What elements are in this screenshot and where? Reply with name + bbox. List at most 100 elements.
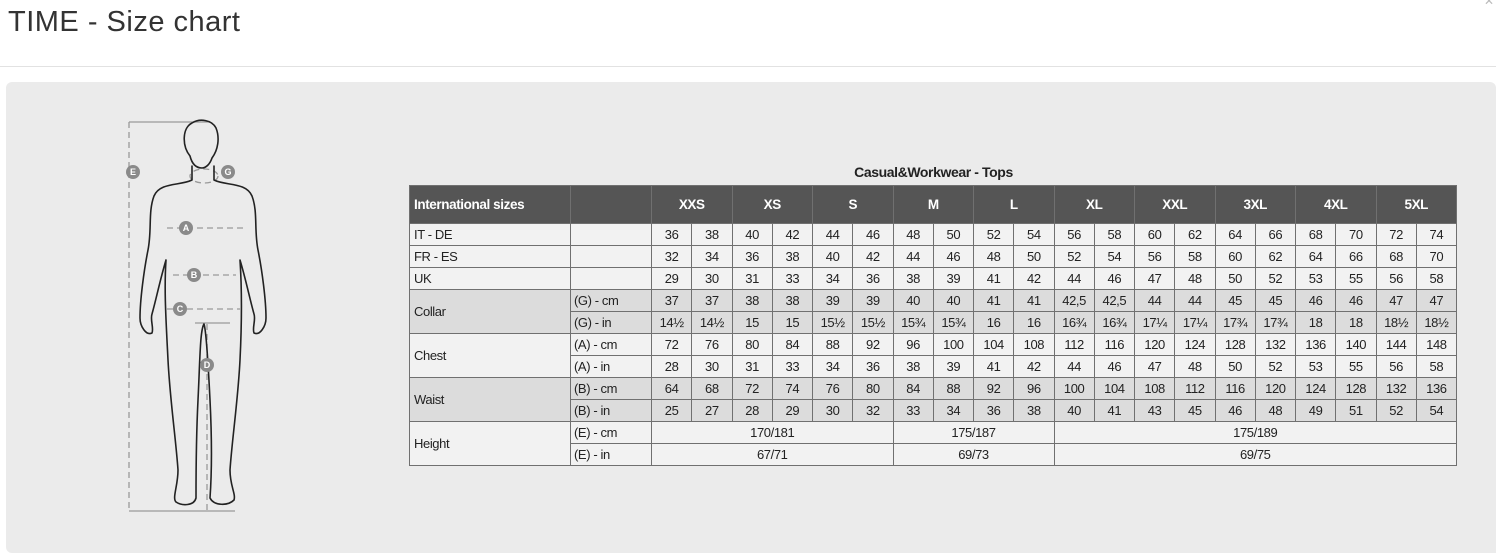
size-cell: 39 bbox=[852, 289, 894, 312]
row-label: Waist bbox=[409, 377, 571, 422]
size-cell: 128 bbox=[1214, 333, 1256, 356]
size-cell: 43 bbox=[1133, 399, 1176, 422]
size-cell: 70 bbox=[1335, 223, 1377, 246]
size-cell: 66 bbox=[1335, 245, 1377, 268]
size-cell: 124 bbox=[1294, 377, 1337, 400]
size-cell: 30 bbox=[811, 399, 854, 422]
size-cell: 40 bbox=[892, 289, 934, 312]
size-header-row: International sizes XXS XS S M L XL XXL 3XL 4XL 5X… bbox=[409, 185, 1457, 224]
size-cell: 45 bbox=[1174, 399, 1216, 422]
size-cell: 54 bbox=[1093, 245, 1136, 268]
size-cell: 50 bbox=[932, 223, 975, 246]
table-row: Collar (G) - cm 37 37 38 38 39 39 40 40 41 41 42,5 42… bbox=[409, 289, 1458, 334]
row-unit bbox=[570, 223, 652, 246]
size-cell: 38 bbox=[1013, 399, 1055, 422]
size-cell: 124 bbox=[1174, 333, 1216, 356]
row-label: Collar bbox=[409, 289, 571, 334]
size-cell: 40 bbox=[932, 289, 975, 312]
marker-e: E bbox=[126, 165, 140, 179]
size-cell: 64 bbox=[1214, 223, 1256, 246]
close-icon[interactable]: ✕ bbox=[1483, 0, 1494, 8]
size-cell: 68 bbox=[691, 377, 733, 400]
size-cell: 88 bbox=[932, 377, 975, 400]
height-cell: 175/189 bbox=[1053, 421, 1457, 444]
marker-d: D bbox=[200, 358, 214, 372]
size-cell: 132 bbox=[1254, 333, 1297, 356]
size-cell: 132 bbox=[1375, 377, 1417, 400]
size-cell: 47 bbox=[1133, 355, 1176, 378]
size-cell: 108 bbox=[1013, 333, 1055, 356]
size-cell: 37 bbox=[691, 289, 733, 312]
row-unit: (E) - cm bbox=[570, 421, 652, 444]
size-cell: 14½ bbox=[691, 311, 733, 334]
size-cell: 56 bbox=[1375, 355, 1417, 378]
size-cell: 29 bbox=[771, 399, 814, 422]
size-cell: 38 bbox=[731, 289, 773, 312]
size-cell: 100 bbox=[932, 333, 975, 356]
row-label: IT - DE bbox=[409, 223, 571, 246]
size-cell: 33 bbox=[892, 399, 934, 422]
size-cell: 32 bbox=[852, 399, 894, 422]
size-cell: 42 bbox=[1013, 355, 1055, 378]
size-cell: 108 bbox=[1133, 377, 1176, 400]
size-cell: 30 bbox=[691, 355, 733, 378]
size-cell: 40 bbox=[811, 245, 854, 268]
size-header-4xl: 4XL bbox=[1295, 185, 1377, 224]
size-cell: 40 bbox=[731, 223, 773, 246]
size-cell: 92 bbox=[972, 377, 1015, 400]
size-cell: 62 bbox=[1174, 223, 1216, 246]
size-cell: 60 bbox=[1214, 245, 1256, 268]
size-cell: 48 bbox=[1254, 399, 1297, 422]
size-cell: 36 bbox=[852, 267, 894, 290]
size-cell: 36 bbox=[650, 223, 693, 246]
header-international-sizes: International sizes bbox=[409, 185, 571, 224]
size-cell: 38 bbox=[892, 355, 934, 378]
row-label: Chest bbox=[409, 333, 571, 378]
size-cell: 144 bbox=[1375, 333, 1417, 356]
size-cell: 38 bbox=[771, 289, 814, 312]
size-cell: 15½ bbox=[811, 311, 854, 334]
size-cell: 28 bbox=[731, 399, 773, 422]
size-cell: 58 bbox=[1093, 223, 1136, 246]
size-cell: 15 bbox=[771, 311, 814, 334]
table-row: FR - ES 32 34 36 38 40 42 44 46 48 50 52 54 56 58 60 62 6… bbox=[409, 245, 1458, 268]
size-cell: 54 bbox=[1013, 223, 1055, 246]
size-cell: 18 bbox=[1335, 311, 1377, 334]
size-cell: 47 bbox=[1415, 289, 1458, 312]
size-cell: 41 bbox=[1093, 399, 1136, 422]
size-cell: 25 bbox=[650, 399, 693, 422]
size-cell: 18 bbox=[1294, 311, 1337, 334]
size-cell: 15½ bbox=[852, 311, 894, 334]
size-cell: 44 bbox=[1053, 355, 1095, 378]
table-row: UK 29 30 31 33 34 36 38 39 41 42 44 46 47 48 50 52 53 55 56… bbox=[409, 267, 1458, 290]
row-unit bbox=[570, 245, 652, 268]
size-cell: 37 bbox=[650, 289, 693, 312]
size-cell: 72 bbox=[1375, 223, 1417, 246]
size-cell: 18½ bbox=[1415, 311, 1458, 334]
height-cell: 69/75 bbox=[1053, 443, 1457, 466]
height-cell: 69/73 bbox=[892, 443, 1055, 466]
size-cell: 41 bbox=[1013, 289, 1055, 312]
size-cell: 104 bbox=[972, 333, 1015, 356]
table-row: (G) - in 14½ 14½ 15 15 15½ 15½ 15¾ 15¾ 16 16 16¾ 16¾… bbox=[410, 311, 1458, 334]
size-cell: 42 bbox=[1013, 267, 1055, 290]
page-title: TIME - Size chart bbox=[8, 6, 241, 38]
size-cell: 38 bbox=[691, 223, 733, 246]
size-cell: 45 bbox=[1214, 289, 1256, 312]
row-unit: (B) - cm bbox=[570, 377, 652, 400]
row-unit: (E) - in bbox=[570, 443, 652, 466]
size-header-s: S bbox=[812, 185, 894, 224]
size-cell: 31 bbox=[731, 355, 773, 378]
size-cell: 34 bbox=[932, 399, 975, 422]
row-label: Height bbox=[409, 421, 571, 466]
size-cell: 52 bbox=[1375, 399, 1417, 422]
marker-g: G bbox=[221, 165, 235, 179]
size-cell: 17¼ bbox=[1133, 311, 1176, 334]
size-cell: 31 bbox=[731, 267, 773, 290]
height-cell: 67/71 bbox=[651, 443, 894, 466]
svg-text:G: G bbox=[224, 167, 231, 177]
size-cell: 55 bbox=[1335, 355, 1377, 378]
size-cell: 68 bbox=[1375, 245, 1417, 268]
size-cell: 92 bbox=[852, 333, 894, 356]
size-cell: 39 bbox=[932, 267, 975, 290]
